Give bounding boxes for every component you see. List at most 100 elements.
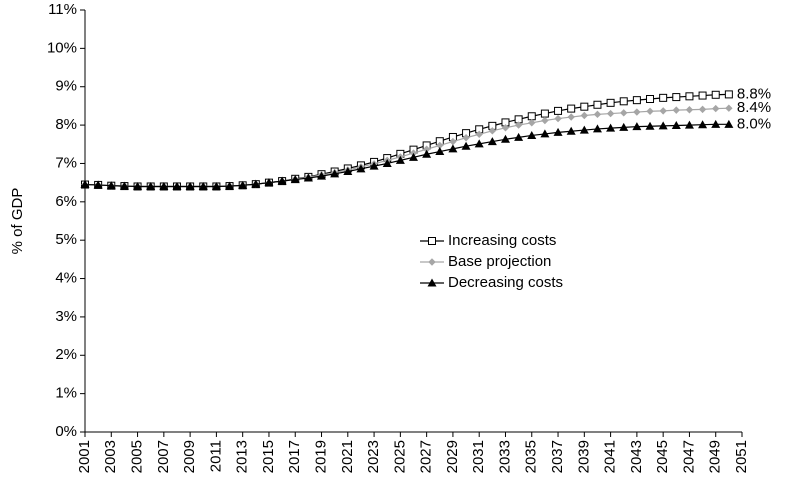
marker	[462, 134, 470, 142]
marker	[146, 181, 156, 190]
marker	[620, 109, 628, 117]
marker	[684, 120, 694, 129]
marker	[251, 179, 261, 188]
x-tick-label: 2005	[129, 440, 146, 473]
marker	[580, 102, 589, 111]
marker	[540, 129, 550, 138]
marker	[725, 104, 733, 112]
marker	[685, 106, 694, 114]
y-tick-label: 0%	[55, 423, 77, 440]
x-tick-label: 2049	[707, 440, 724, 473]
y-tick-label: 11%	[48, 1, 77, 18]
x-tick-label: 2037	[549, 440, 566, 473]
marker	[330, 169, 340, 178]
marker	[619, 97, 628, 106]
x-tick-label: 2025	[391, 440, 408, 473]
marker	[592, 124, 602, 133]
marker	[528, 119, 536, 127]
marker	[290, 175, 300, 184]
marker	[500, 134, 510, 143]
marker	[80, 180, 90, 189]
x-tick-label: 2045	[654, 440, 671, 473]
marker	[698, 105, 707, 114]
y-tick-label: 8%	[55, 116, 77, 133]
value-label: 8.4%	[737, 99, 771, 116]
x-tick-label: 2023	[365, 440, 382, 473]
x-tick-label: 2009	[181, 440, 198, 473]
marker	[501, 124, 510, 132]
marker	[428, 258, 436, 266]
marker	[606, 123, 616, 132]
marker	[633, 108, 641, 116]
y-tick-label: 7%	[55, 154, 77, 171]
marker	[514, 132, 524, 141]
marker	[593, 100, 602, 109]
x-tick-label: 2017	[286, 440, 303, 473]
marker	[580, 111, 589, 120]
marker	[646, 107, 654, 115]
legend-label: Base projection	[448, 253, 551, 270]
series-line	[84, 107, 729, 188]
marker	[540, 109, 549, 118]
marker	[527, 130, 537, 139]
marker	[698, 91, 707, 100]
marker	[409, 152, 418, 161]
x-tick-label: 2013	[234, 440, 251, 473]
marker	[646, 95, 655, 104]
x-tick-label: 2051	[733, 440, 750, 473]
marker	[712, 104, 720, 113]
y-axis-label: % of GDP	[9, 188, 26, 255]
marker	[514, 121, 523, 129]
marker	[672, 106, 681, 114]
marker	[427, 278, 437, 287]
legend-label: Decreasing costs	[448, 274, 563, 291]
marker	[645, 121, 655, 130]
marker	[724, 90, 733, 99]
y-tick-label: 4%	[55, 270, 77, 287]
marker	[435, 147, 445, 156]
marker	[343, 167, 353, 176]
marker	[685, 92, 694, 101]
marker	[93, 180, 103, 189]
marker	[541, 116, 549, 125]
legend-label: Increasing costs	[448, 232, 556, 249]
marker	[264, 178, 274, 187]
marker	[159, 181, 169, 190]
marker	[475, 130, 483, 139]
x-tick-label: 2015	[260, 440, 277, 473]
y-tick-label: 2%	[55, 346, 77, 363]
x-tick-label: 2001	[76, 440, 93, 473]
y-tick-label: 9%	[55, 78, 77, 95]
y-tick-label: 10%	[47, 39, 77, 56]
x-tick-label: 2041	[602, 440, 619, 473]
x-tick-label: 2043	[628, 440, 645, 473]
x-tick-label: 2039	[575, 440, 592, 473]
marker	[211, 181, 221, 190]
marker	[198, 181, 208, 190]
marker	[554, 106, 563, 115]
marker	[606, 109, 615, 118]
x-tick-label: 2007	[155, 440, 172, 473]
marker	[474, 139, 484, 148]
marker	[553, 127, 563, 136]
series-line	[84, 93, 729, 188]
marker	[567, 113, 575, 121]
marker	[448, 144, 458, 153]
x-tick-label: 2031	[470, 440, 487, 473]
marker	[672, 93, 681, 102]
marker	[567, 104, 576, 113]
value-label: 8.0%	[737, 115, 771, 132]
marker	[133, 181, 143, 190]
marker	[671, 120, 681, 129]
value-label: 8.8%	[737, 85, 771, 102]
marker	[606, 98, 615, 107]
x-tick-label: 2003	[102, 440, 119, 473]
marker	[172, 181, 182, 190]
marker	[711, 119, 721, 128]
marker	[659, 93, 668, 102]
marker	[527, 112, 536, 121]
marker	[659, 107, 667, 115]
marker	[566, 126, 576, 135]
marker	[554, 114, 562, 123]
marker	[238, 180, 248, 189]
